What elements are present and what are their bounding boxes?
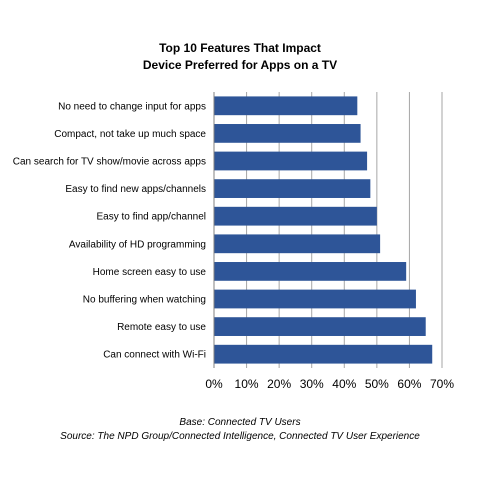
bar <box>214 234 381 254</box>
category-label: Can connect with Wi-Fi <box>103 350 206 361</box>
x-tick-label: 50% <box>365 377 389 391</box>
x-tick-label: 20% <box>267 377 291 391</box>
category-label: Home screen easy to use <box>93 267 207 278</box>
footnote-source: Source: The NPD Group/Connected Intellig… <box>60 431 420 442</box>
x-tick-label: 70% <box>430 377 454 391</box>
x-tick-label: 10% <box>235 377 259 391</box>
x-tick-label: 60% <box>397 377 421 391</box>
bar <box>214 317 426 336</box>
bar <box>214 151 368 171</box>
category-label: Easy to find new apps/channels <box>65 184 206 195</box>
category-label: No need to change input for apps <box>58 101 206 112</box>
chart-title-line-1: Top 10 Features That Impact <box>159 41 321 55</box>
bar <box>214 289 416 309</box>
x-tick-label: 30% <box>300 377 324 391</box>
bar <box>214 179 371 198</box>
footnote-base: Base: Connected TV Users <box>179 417 301 428</box>
category-label: Availability of HD programming <box>69 239 206 250</box>
bar <box>214 96 358 116</box>
category-label: Compact, not take up much space <box>54 129 206 140</box>
category-label: Remote easy to use <box>117 322 206 333</box>
bar <box>214 262 407 281</box>
bar <box>214 206 377 226</box>
chart-title-line-2: Device Preferred for Apps on a TV <box>142 58 338 72</box>
category-label: Can search for TV show/movie across apps <box>13 157 206 168</box>
category-label: No buffering when watching <box>83 295 206 306</box>
category-label: Easy to find app/channel <box>96 212 206 223</box>
bar <box>214 124 361 143</box>
x-tick-label: 0% <box>205 377 223 391</box>
x-tick-label: 40% <box>332 377 356 391</box>
bar <box>214 344 433 364</box>
